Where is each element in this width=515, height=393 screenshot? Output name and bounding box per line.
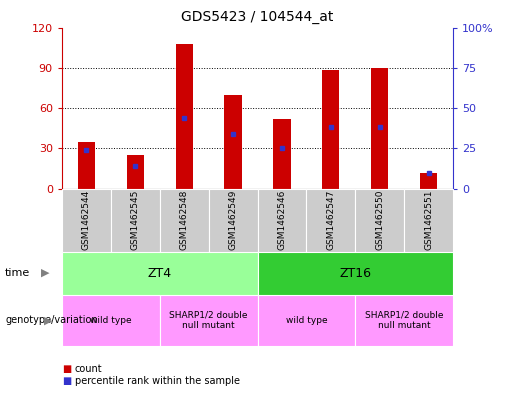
Text: GSM1462545: GSM1462545 [131,190,140,250]
Text: ▶: ▶ [44,315,53,325]
Bar [111,189,160,252]
Bar [371,68,388,189]
Text: SHARP1/2 double
null mutant: SHARP1/2 double null mutant [365,310,443,330]
Bar [160,189,209,252]
Bar [404,189,453,252]
Text: percentile rank within the sample: percentile rank within the sample [75,376,239,386]
Text: GSM1462551: GSM1462551 [424,190,433,250]
Text: ▶: ▶ [41,268,50,278]
Text: ■: ■ [62,376,71,386]
Text: GSM1462544: GSM1462544 [82,190,91,250]
Bar [62,252,258,295]
Text: ZT16: ZT16 [339,266,371,280]
Bar [258,189,306,252]
Bar [306,189,355,252]
Bar [62,295,160,346]
Bar [62,189,111,252]
Bar [258,295,355,346]
Bar [258,252,453,295]
Bar [420,173,437,189]
Bar [322,70,339,189]
Bar [160,295,258,346]
Text: GDS5423 / 104544_at: GDS5423 / 104544_at [181,10,334,24]
Text: wild type: wild type [90,316,131,325]
Text: count: count [75,364,102,375]
Bar [355,295,453,346]
Text: SHARP1/2 double
null mutant: SHARP1/2 double null mutant [169,310,248,330]
Bar [225,95,242,189]
Text: genotype/variation: genotype/variation [5,315,98,325]
Bar [273,119,290,189]
Bar [78,141,95,189]
Bar [127,155,144,189]
Bar [355,189,404,252]
Bar [176,44,193,189]
Text: GSM1462546: GSM1462546 [278,190,286,250]
Text: GSM1462550: GSM1462550 [375,190,384,250]
Text: wild type: wild type [286,316,327,325]
Text: GSM1462547: GSM1462547 [327,190,335,250]
Text: ■: ■ [62,364,71,375]
Text: GSM1462548: GSM1462548 [180,190,188,250]
Text: time: time [5,268,30,278]
Text: ZT4: ZT4 [148,266,171,280]
Text: GSM1462549: GSM1462549 [229,190,237,250]
Bar [209,189,258,252]
